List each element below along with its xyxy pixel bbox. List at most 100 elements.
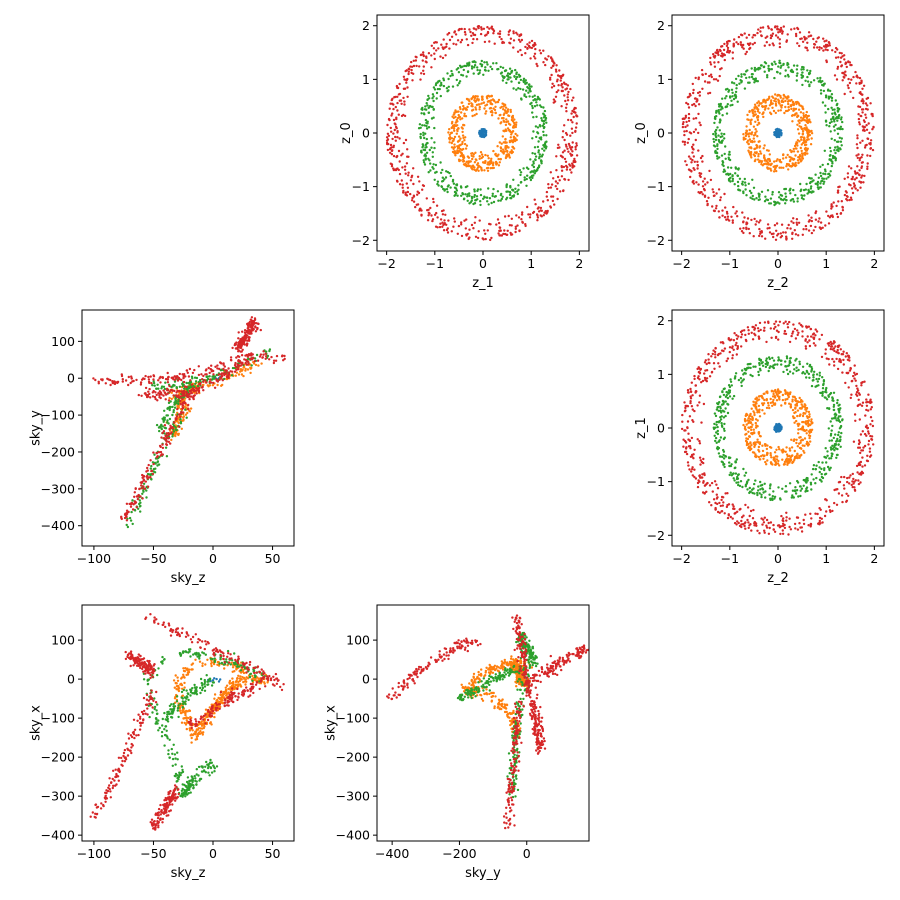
data-point [757,140,760,143]
data-point [747,142,750,146]
data-point [744,184,747,187]
data-point [692,167,695,170]
data-point [187,407,190,411]
data-point [543,114,547,118]
data-point [165,414,168,417]
x-tick-label: 1 [822,256,830,271]
data-point [841,209,845,212]
data-point [160,393,163,396]
data-point [735,210,738,213]
data-point [762,147,765,150]
data-point [740,75,743,78]
data-point [701,180,705,183]
data-point [746,118,749,121]
data-point [221,379,224,382]
data-point [752,235,755,238]
data-point [516,134,519,137]
y-tick-label: −300 [41,481,75,496]
data-point [445,42,448,46]
data-point [217,373,221,376]
data-point [447,131,450,134]
data-point [254,363,258,367]
data-point [700,68,704,72]
data-point [205,373,208,376]
data-point [860,79,863,82]
data-point [758,111,761,115]
data-point [459,137,462,140]
data-point [706,81,710,84]
data-point [178,372,181,376]
data-point [817,220,820,223]
data-point [831,214,834,217]
data-point [787,96,790,99]
data-point [785,237,788,240]
data-point [431,93,435,96]
data-point [772,235,775,239]
data-point [740,182,744,185]
data-point [708,169,711,173]
data-point [125,515,128,519]
series-green [417,59,548,207]
data-point [724,97,727,100]
data-point [538,124,542,127]
data-point [819,165,822,168]
data-point [496,68,499,71]
data-point [442,229,446,232]
y-tick-label: 0 [657,126,665,141]
data-point [778,135,781,139]
data-point [774,238,778,241]
data-point [763,154,766,157]
data-point [825,124,828,127]
data-point [784,156,788,159]
data-point [833,129,836,132]
data-point [195,392,198,395]
data-point [422,51,425,54]
data-point [470,34,473,37]
data-point [485,33,488,36]
data-point [233,363,237,367]
data-point [154,397,157,401]
data-point [689,94,692,97]
data-point [517,216,521,219]
data-point [784,450,787,453]
data-point [525,95,528,99]
data-point [538,157,541,160]
data-point [521,221,524,224]
data-point [178,396,181,399]
data-point [697,103,701,106]
data-point [464,193,467,196]
data-point [854,172,857,175]
data-point [819,174,823,178]
data-point [753,217,756,221]
data-point [403,114,407,118]
data-point [531,104,534,108]
data-point [569,134,572,137]
data-point [721,97,724,100]
data-point [470,195,474,199]
data-point [476,162,480,165]
data-point [468,228,471,231]
data-point [460,221,463,224]
data-point [166,381,170,384]
data-point [398,183,402,186]
data-point [139,381,143,384]
data-point [793,144,797,148]
data-point [443,189,446,192]
data-point [389,147,392,150]
data-point [532,165,536,169]
data-point [717,138,720,142]
data-point [162,437,166,440]
data-point [418,123,422,126]
data-point [797,132,801,135]
data-point [553,100,557,103]
data-point [451,178,455,182]
data-point [819,171,822,175]
data-point [428,212,431,215]
data-point [471,105,474,108]
data-point [759,30,762,33]
data-point [795,74,799,78]
data-point [753,403,757,406]
data-point [860,166,863,170]
data-point [395,84,399,88]
